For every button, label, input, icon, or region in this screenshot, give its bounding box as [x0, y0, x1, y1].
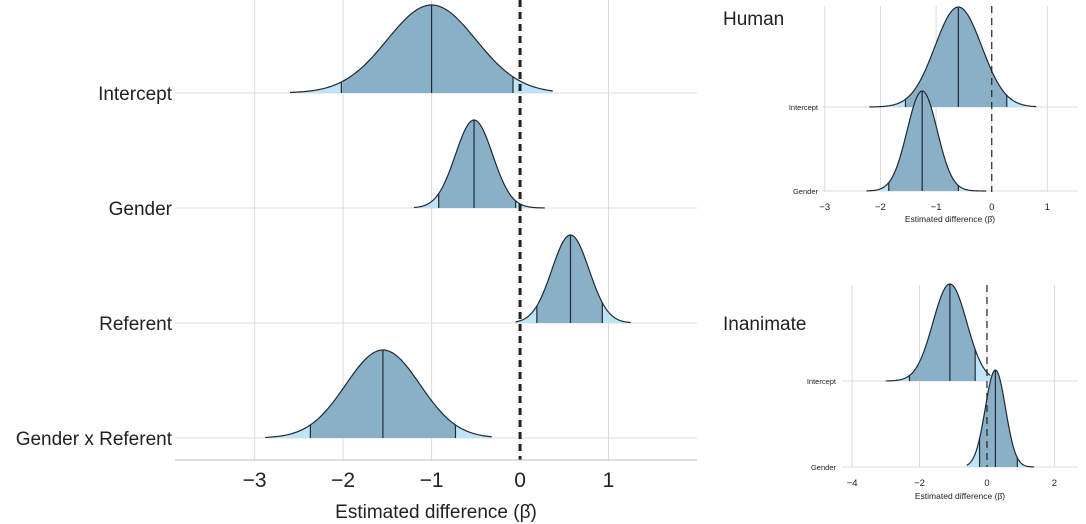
density-outline — [265, 349, 492, 439]
density-interval — [341, 5, 513, 93]
density-outline — [866, 90, 987, 192]
x-axis-label: Estimated difference (β̂) — [915, 491, 1005, 501]
category-label: Intercept — [98, 84, 173, 105]
x-tick-label: 1 — [1045, 202, 1050, 213]
density-intercept — [869, 6, 1037, 108]
x-tick-label: 0 — [984, 478, 989, 489]
x-axis-label: Estimated difference (β̂) — [905, 214, 995, 224]
panel-title: Human — [723, 9, 784, 30]
x-tick-label: −1 — [420, 469, 444, 492]
category-label: Intercept — [789, 103, 819, 112]
density-outline — [515, 234, 631, 324]
density-gender-x-referent — [265, 349, 492, 439]
x-tick-label: −2 — [914, 478, 925, 489]
density-interval — [909, 284, 976, 381]
density-outline — [885, 283, 991, 382]
density-interval — [536, 235, 603, 323]
density-outline — [413, 119, 545, 209]
density-outline — [869, 6, 1037, 108]
x-tick-label: 0 — [989, 202, 994, 213]
x-tick-label: 1 — [603, 469, 615, 492]
x-tick-label: −4 — [847, 478, 858, 489]
density-interval — [438, 120, 516, 208]
x-tick-label: −1 — [931, 202, 942, 213]
density-outline — [966, 369, 1035, 468]
category-label: Gender — [793, 187, 819, 196]
x-tick-label: 2 — [1052, 478, 1057, 489]
x-tick-label: −2 — [875, 202, 886, 213]
category-label: Intercept — [807, 377, 837, 386]
density-referent — [515, 234, 631, 324]
density-gender — [966, 369, 1035, 468]
x-axis-label: Estimated difference (β̂) — [335, 502, 537, 523]
density-gender — [866, 90, 987, 192]
density-outline — [289, 4, 553, 94]
panel-2: Intercept Gender−3 −2 −1 0 1 Estimated differe… — [723, 6, 1078, 224]
category-label: Referent — [99, 314, 173, 335]
x-tick-label: −2 — [331, 469, 355, 492]
x-tick-label: −3 — [243, 469, 267, 492]
category-label: Gender — [811, 463, 837, 472]
density-interval — [979, 370, 1018, 467]
category-label: Gender x Referent — [16, 429, 173, 450]
x-tick-label: −3 — [819, 202, 830, 213]
density-interval — [905, 7, 1007, 107]
x-tick-label: 0 — [514, 469, 526, 492]
density-intercept — [885, 283, 991, 382]
panel-3: Intercept Gender −4 −2 0 2 Estimated differenc… — [723, 283, 1078, 501]
density-interval — [888, 91, 959, 191]
category-label: Gender — [109, 199, 173, 220]
density-intercept — [289, 4, 553, 94]
panel-title: Inanimate — [723, 314, 806, 335]
density-gender — [413, 119, 545, 209]
panel-1: Intercept Gender Referent Gender x Referent… — [16, 0, 697, 523]
